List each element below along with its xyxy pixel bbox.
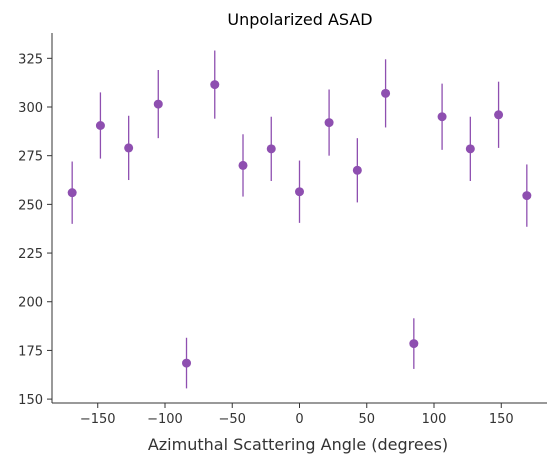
plot-area (67, 50, 532, 389)
data-point (494, 110, 504, 120)
data-point (409, 339, 419, 349)
chart-title: Unpolarized ASAD (227, 10, 372, 29)
data-point (437, 112, 447, 122)
data-point (238, 160, 248, 170)
data-point (266, 144, 276, 154)
x-tick-label: 150 (489, 412, 514, 427)
x-tick-label: −50 (219, 412, 246, 427)
x-tick-label: −100 (147, 412, 183, 427)
y-tick-label: 275 (18, 150, 43, 165)
data-point (153, 99, 163, 109)
data-point (67, 188, 77, 198)
x-axis: −150 −100 −50 0 50 100 150 (80, 403, 514, 427)
y-tick-label: 150 (18, 393, 43, 408)
data-point (324, 118, 334, 128)
x-axis-label: Azimuthal Scattering Angle (degrees) (148, 435, 448, 454)
data-point (182, 358, 192, 368)
data-point (295, 187, 304, 197)
y-tick-label: 175 (18, 344, 43, 359)
x-tick-label: 0 (295, 412, 303, 427)
data-point (95, 121, 105, 130)
y-tick-label: 200 (18, 296, 43, 311)
x-tick-label: −150 (80, 412, 116, 427)
y-axis: 150 175 200 225 250 275 300 325 (18, 52, 52, 408)
y-tick-label: 325 (18, 52, 43, 67)
data-point (465, 144, 475, 154)
y-tick-label: 300 (18, 101, 43, 116)
data-point (381, 88, 391, 98)
y-tick-label: 250 (18, 198, 43, 213)
data-point (352, 165, 362, 175)
x-tick-label: 50 (358, 412, 375, 427)
data-point (210, 80, 220, 90)
data-point (124, 143, 134, 153)
x-tick-label: 100 (422, 412, 447, 427)
y-tick-label: 225 (18, 247, 43, 262)
data-point (522, 191, 532, 201)
